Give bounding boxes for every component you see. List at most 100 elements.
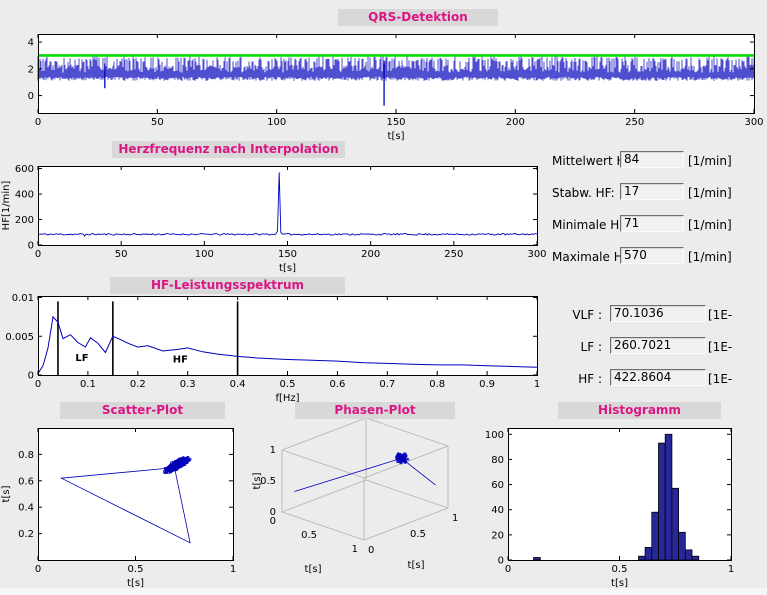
svg-text:100: 100 [485,430,504,441]
svg-text:t[s]: t[s] [252,472,263,489]
svg-text:0: 0 [505,564,511,575]
svg-text:HF[1/min]: HF[1/min] [1,181,12,231]
svg-text:0.8: 0.8 [429,379,445,390]
svg-text:40: 40 [491,505,504,516]
svg-text:0.5: 0.5 [612,564,628,575]
power-spectrum-plot: LF HF 0 0.1 0.2 0.3 0.4 0.5 0.6 0.7 0.8 0.9 1 0 0.005 0… [5,293,540,404]
svg-text:0.8: 0.8 [18,450,34,461]
svg-text:0: 0 [28,241,34,252]
svg-text:200: 200 [15,215,34,226]
max-hr-value[interactable]: 570 [620,247,684,264]
spectrum-title: HF-Leistungsspektrum [110,277,345,294]
min-hr-label: Minimale HF: [552,218,630,232]
svg-text:1: 1 [728,564,734,575]
max-hr-unit: [1/min] [688,250,732,264]
svg-text:80: 80 [491,455,504,466]
svg-text:1: 1 [352,544,358,555]
svg-text:2: 2 [28,64,34,75]
svg-text:0.5: 0.5 [410,529,426,540]
scatter-plot: 0 0.5 1 0.2 0.4 0.6 0.8 t[s] t[s] [1,428,236,589]
svg-text:LF: LF [75,353,88,364]
svg-text:1: 1 [452,513,458,524]
lf-power-unit: [1E- [708,340,733,354]
svg-text:t[s]: t[s] [127,578,144,589]
window-bottom-edge [0,588,767,595]
svg-text:0.4: 0.4 [18,503,34,514]
vlf-power-value[interactable]: 70.1036 [610,305,706,322]
svg-text:0.5: 0.5 [128,564,144,575]
vlf-power-label: VLF : [572,308,602,322]
vlf-power-unit: [1E- [708,308,733,322]
svg-text:t[s]: t[s] [611,578,628,589]
svg-text:1: 1 [230,564,236,575]
hf-power-label: HF : [578,372,602,386]
svg-text:60: 60 [491,480,504,491]
hf-power-unit: [1E- [708,372,733,386]
svg-text:0.6: 0.6 [329,379,345,390]
svg-text:150: 150 [386,117,405,128]
qrs-detection-plot: 0 50 100 150 200 250 300 0 2 4 t[s] [28,34,764,142]
svg-text:0: 0 [498,556,504,567]
svg-text:600: 600 [15,164,34,175]
svg-text:0.5: 0.5 [301,530,317,541]
histogram-title: Histogramm [558,402,721,419]
mean-hr-unit: [1/min] [688,154,732,168]
svg-text:0: 0 [270,507,276,518]
svg-text:0.3: 0.3 [180,379,196,390]
svg-text:1: 1 [270,445,276,456]
svg-text:0: 0 [28,91,34,102]
svg-text:0: 0 [35,379,41,390]
lf-power-label: LF : [580,340,602,354]
svg-text:0: 0 [35,117,41,128]
svg-text:200: 200 [361,249,380,260]
mean-hr-label: Mittelwert HF: [552,154,636,168]
svg-text:0.9: 0.9 [479,379,495,390]
heart-rate-title: Herzfrequenz nach Interpolation [112,141,345,158]
svg-text:250: 250 [625,117,644,128]
std-hr-unit: [1/min] [688,186,732,200]
svg-text:300: 300 [744,117,763,128]
min-hr-value[interactable]: 71 [620,215,684,232]
lf-power-value[interactable]: 260.7021 [610,337,706,354]
svg-text:t[s]: t[s] [279,263,296,274]
svg-text:0.01: 0.01 [12,293,34,304]
svg-text:0: 0 [270,516,276,527]
svg-text:f[Hz]: f[Hz] [275,393,299,404]
svg-text:200: 200 [506,117,525,128]
svg-text:4: 4 [28,38,34,49]
svg-text:0: 0 [368,545,374,556]
hf-power-value[interactable]: 422.8604 [610,369,706,386]
svg-text:250: 250 [444,249,463,260]
svg-text:300: 300 [527,249,546,260]
svg-text:100: 100 [267,117,286,128]
svg-text:0.5: 0.5 [260,476,276,487]
std-hr-value[interactable]: 17 [620,183,684,200]
svg-text:0.1: 0.1 [80,379,96,390]
phase-title: Phasen-Plot [295,402,455,419]
svg-text:50: 50 [151,117,164,128]
svg-text:t[s]: t[s] [1,485,12,502]
svg-text:HF: HF [173,355,188,366]
svg-text:20: 20 [491,530,504,541]
svg-text:50: 50 [115,249,128,260]
svg-text:0.2: 0.2 [130,379,146,390]
mean-hr-value[interactable]: 84 [620,151,684,168]
svg-text:0.2: 0.2 [18,529,34,540]
scatter-title: Scatter-Plot [60,402,225,419]
svg-text:t[s]: t[s] [408,560,425,571]
qrs-plot-title: QRS-Detektion [338,9,498,26]
heart-rate-plot: 0 50 100 150 200 250 300 0 200 400 600 t[s] HF[1/min… [1,164,547,274]
svg-text:0.7: 0.7 [379,379,395,390]
svg-text:0: 0 [35,564,41,575]
svg-text:t[s]: t[s] [388,131,405,142]
histogram-plot: 0 0.5 1 0 20 40 60 80 100 t[s] [485,428,734,589]
svg-text:0.6: 0.6 [18,476,34,487]
svg-text:100: 100 [195,249,214,260]
svg-text:0: 0 [28,371,34,382]
max-hr-label: Maximale HF: [552,250,633,264]
svg-text:0.5: 0.5 [280,379,296,390]
svg-text:1: 1 [534,379,540,390]
